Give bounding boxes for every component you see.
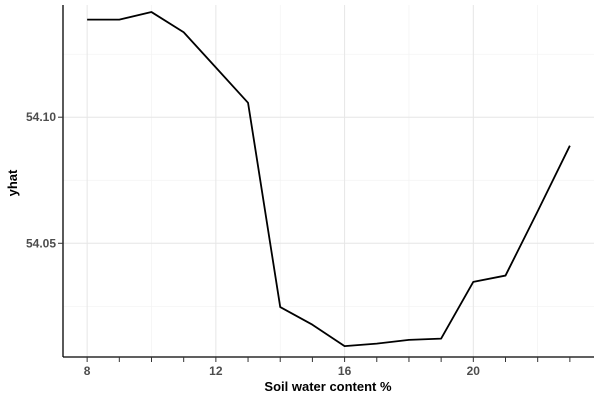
x-axis-title: Soil water content % [264,379,392,394]
x-tick-label: 8 [84,364,91,378]
y-axis-title: yhat [5,169,20,196]
major-gridlines [63,5,594,357]
x-tick-label: 20 [467,364,481,378]
x-axis-ticks: 8 12 16 20 [84,357,571,378]
x-tick-label: 16 [338,364,352,378]
y-tick-label: 54.05 [26,236,56,250]
minor-gridlines [63,5,594,357]
y-axis-ticks: 54.05 54.10 [26,110,63,250]
y-tick-label: 54.10 [26,110,56,124]
x-tick-label: 12 [209,364,223,378]
series-line [87,11,571,348]
